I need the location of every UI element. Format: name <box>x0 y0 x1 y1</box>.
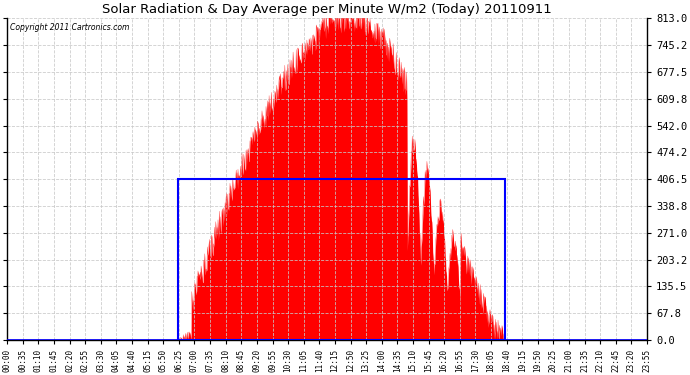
Text: Copyright 2011 Cartronics.com: Copyright 2011 Cartronics.com <box>10 23 130 32</box>
Bar <box>179 179 505 340</box>
Title: Solar Radiation & Day Average per Minute W/m2 (Today) 20110911: Solar Radiation & Day Average per Minute… <box>102 3 552 16</box>
